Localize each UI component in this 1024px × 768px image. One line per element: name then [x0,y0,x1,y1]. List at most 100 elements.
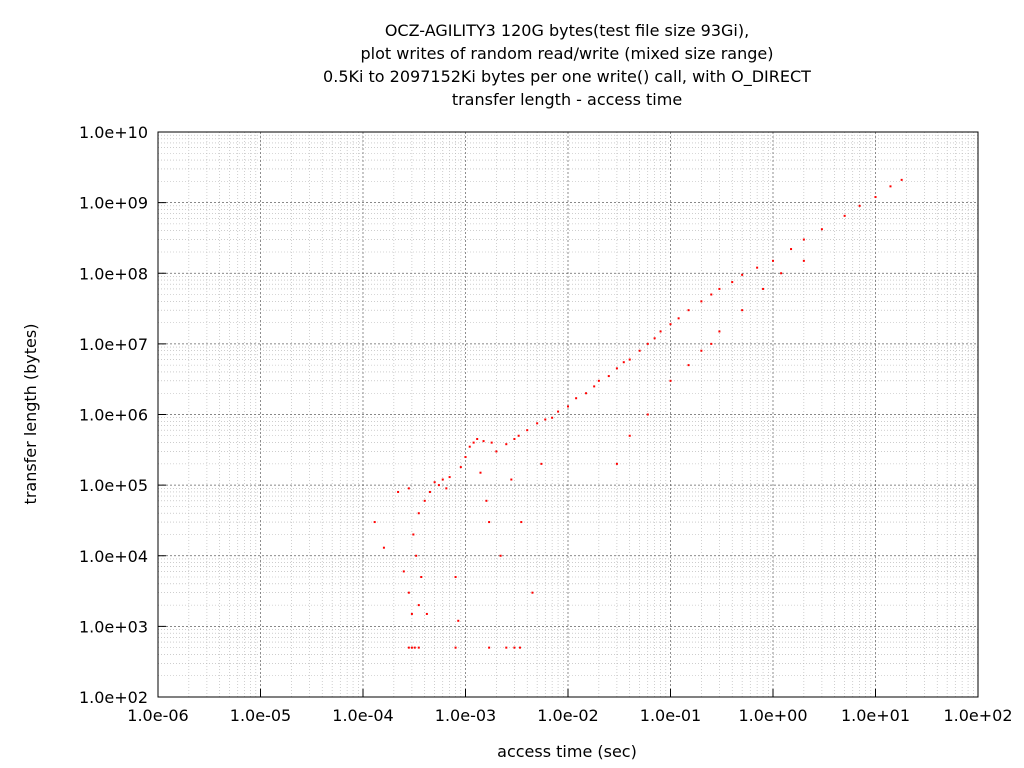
data-point [575,397,578,400]
data-point [551,416,554,419]
x-tick-label: 1.0e-03 [435,706,496,725]
data-point [741,273,744,276]
data-point [417,646,420,649]
data-point [567,405,569,408]
data-point [420,576,423,579]
y-axis-ticks: 1.0e+02 1.0e+03 1.0e+04 1.0e+05 1.0e+06 1.0e+… [79,123,166,707]
data-point [615,367,618,370]
data-point [585,392,588,395]
chart-title: OCZ-AGILITY3 120G bytes(test file size 9… [323,21,811,109]
data-point [669,323,672,326]
data-point [417,604,420,607]
data-point [731,281,734,284]
x-axis-label: access time (sec) [497,742,637,761]
data-point [607,375,610,378]
data-point [710,293,713,296]
data-point [536,422,539,425]
data-point [454,576,457,579]
data-point [520,521,523,524]
data-point [687,309,690,312]
x-tick-label: 1.0e-06 [127,706,188,725]
x-tick-label: 1.0e+02 [943,706,1012,725]
data-point [472,441,475,444]
data-point [677,317,680,320]
data-point [407,646,410,649]
data-point [428,490,431,493]
data-point [479,471,482,474]
data-point [772,259,774,262]
data-point [646,413,649,416]
data-point [900,178,903,181]
data-point [425,612,428,615]
grid [157,131,979,698]
data-point [397,490,400,493]
data-point [513,646,516,649]
data-point [802,238,805,241]
y-tick-label: 1.0e+10 [79,123,148,142]
data-point [646,342,649,345]
data-point [741,309,744,312]
data-point [495,450,498,453]
x-tick-label: 1.0e-01 [640,706,701,725]
data-point [762,287,765,290]
data-point [700,300,703,303]
data-point [638,349,641,352]
data-point [874,196,877,199]
data-point [628,434,631,437]
data-point [417,512,420,515]
y-tick-label: 1.0e+07 [79,335,148,354]
data-point [544,418,547,421]
y-tick-label: 1.0e+05 [79,476,148,495]
data-point [889,185,892,188]
data-point [468,445,471,448]
x-tick-label: 1.0e+00 [738,706,807,725]
x-axis-ticks: 1.0e-06 1.0e-05 1.0e-04 1.0e-03 1.0e-02 1.0e-… [127,689,1013,725]
data-point [488,521,491,524]
title-line-2: plot writes of random read/write (mixed … [361,44,774,63]
data-point [488,646,491,649]
data-point [780,272,783,275]
y-tick-label: 1.0e+09 [79,194,148,213]
data-point [710,342,713,345]
data-point [513,437,516,440]
y-axis-label: transfer length (bytes) [21,324,40,505]
y-tick-label: 1.0e+04 [79,547,148,566]
data-point [628,358,631,361]
data-point [505,646,508,649]
data-point [622,361,625,364]
data-point [410,646,413,649]
x-tick-label: 1.0e+01 [841,706,910,725]
data-point [413,646,416,649]
data-point [858,204,861,207]
data-point [505,443,508,446]
data-point [407,591,410,594]
data-point [415,554,418,557]
data-point [518,646,521,649]
data-point [756,266,759,269]
data-point [423,499,426,502]
data-point [476,437,479,440]
y-tick-label: 1.0e+08 [79,264,148,283]
data-point [597,379,600,382]
x-tick-label: 1.0e-05 [230,706,291,725]
data-point [790,248,793,251]
data-point [557,410,560,413]
data-point [820,228,823,231]
data-point [402,570,405,573]
data-point [454,646,457,649]
data-point [700,349,703,352]
y-tick-label: 1.0e+02 [79,688,148,707]
data-points [373,178,903,649]
x-tick-label: 1.0e-04 [332,706,393,725]
data-point [615,462,618,465]
data-point [499,554,502,557]
data-point [718,330,721,333]
data-point [653,337,656,340]
title-line-3: 0.5Ki to 2097152Ki bytes per one write()… [323,67,811,87]
data-point [373,521,376,524]
data-point [517,434,520,437]
data-point [490,441,493,444]
data-point [407,487,410,490]
y-tick-label: 1.0e+06 [79,406,148,425]
